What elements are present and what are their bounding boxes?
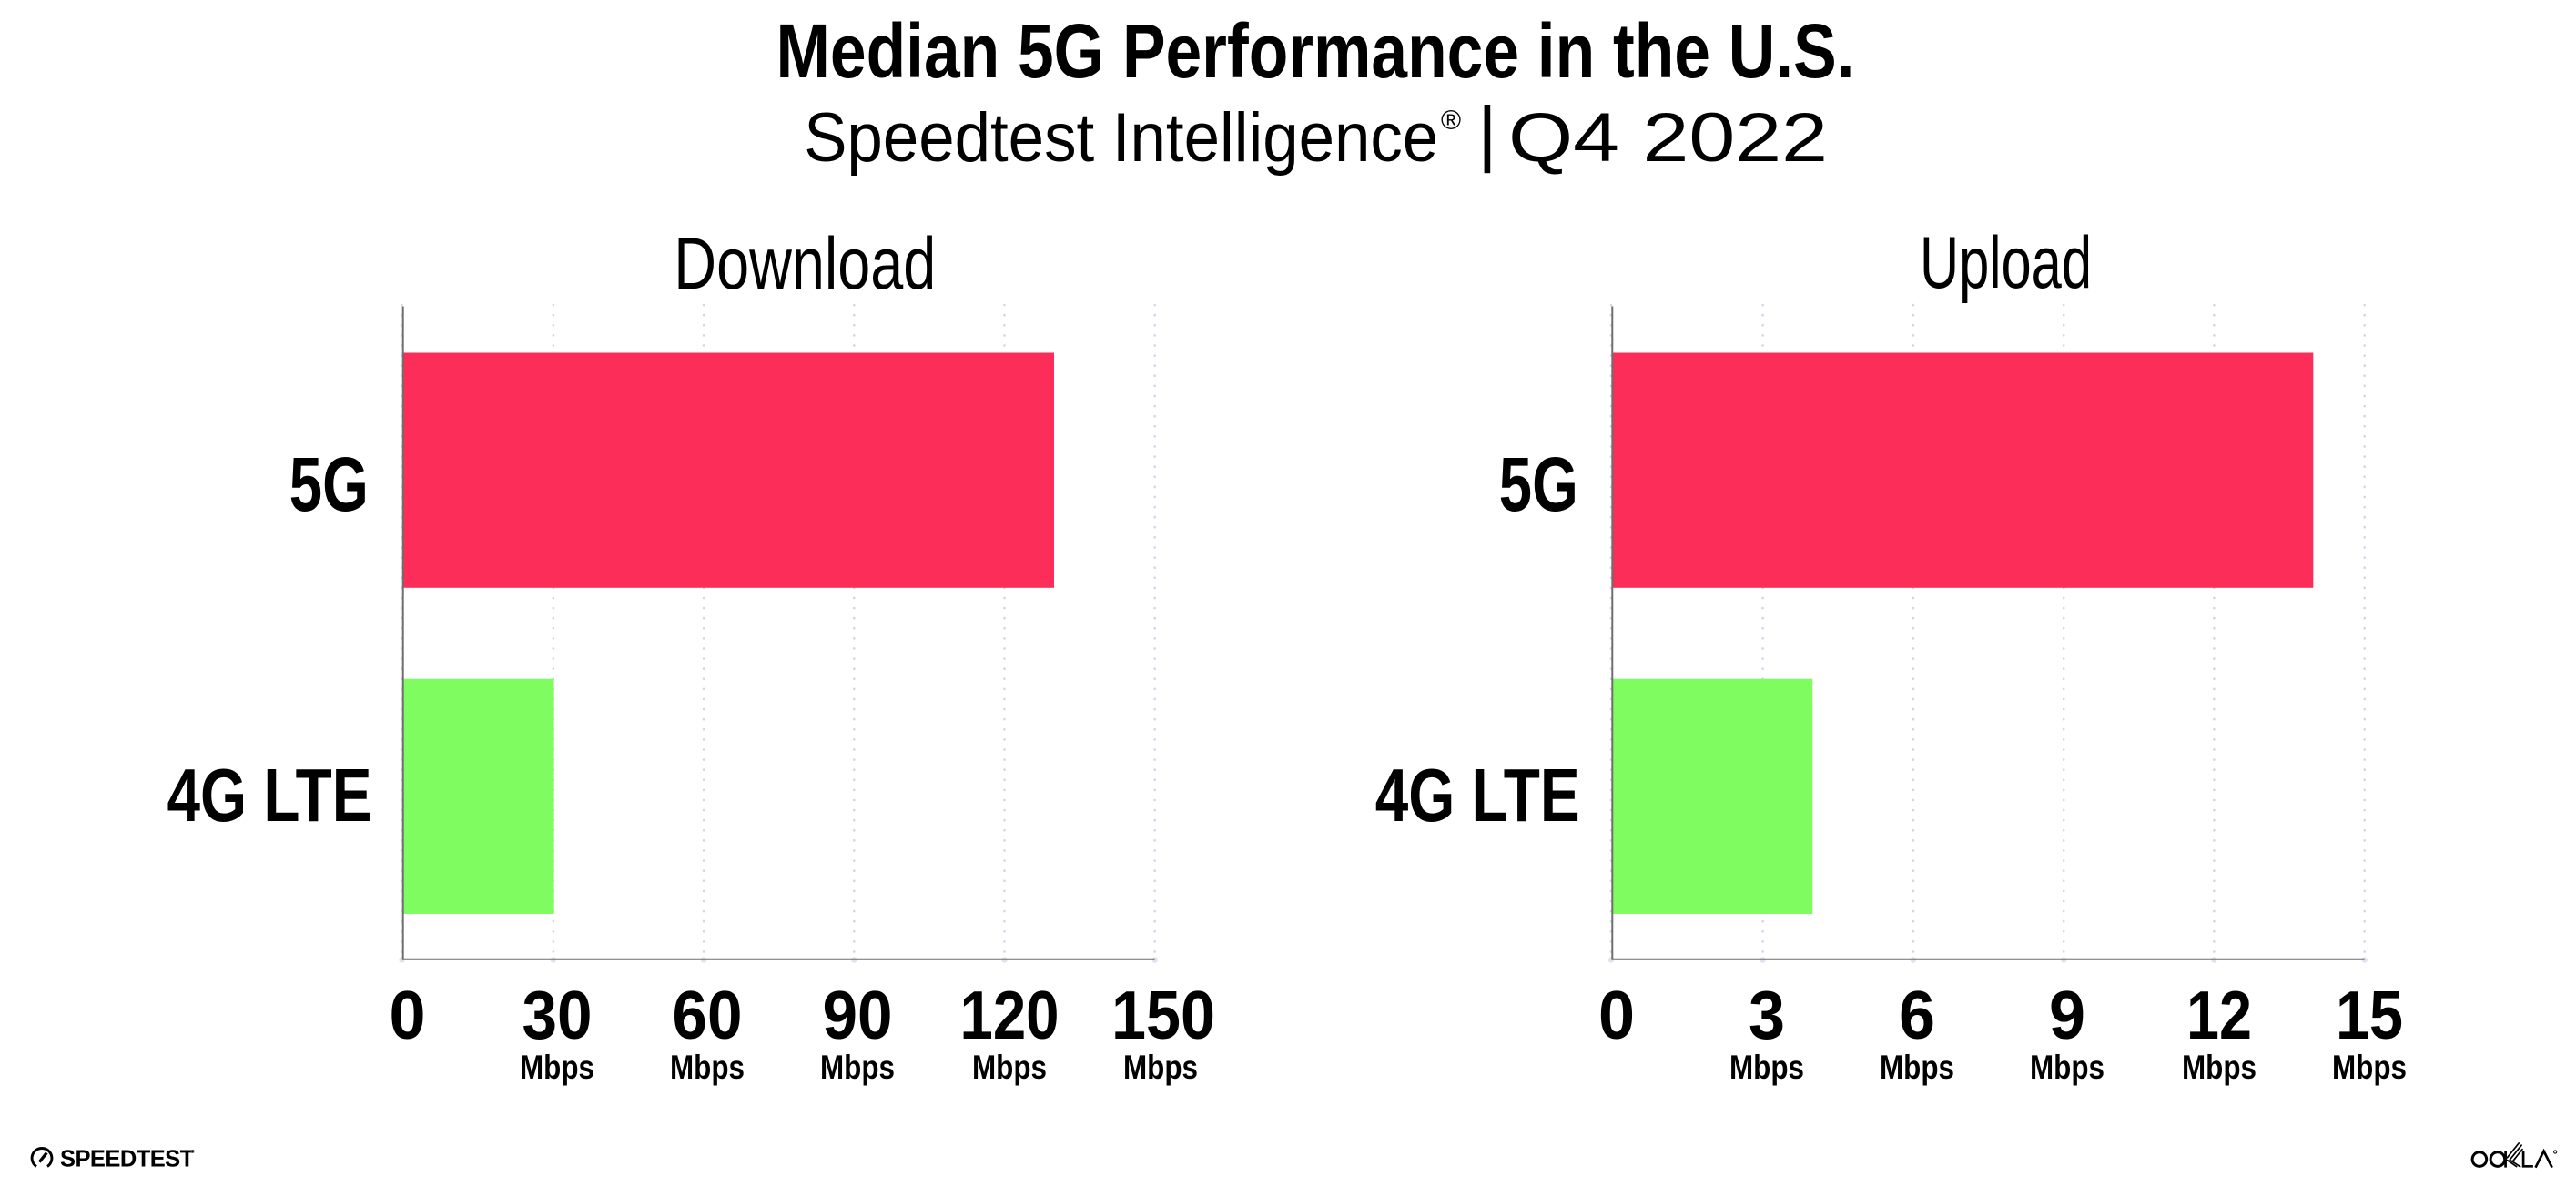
svg-text:Mbps: Mbps [670,1049,745,1086]
svg-text:Download: Download [674,223,936,305]
svg-text:6: 6 [1899,977,1935,1053]
svg-text:15: 15 [2336,977,2403,1053]
svg-text:120: 120 [960,977,1060,1053]
svg-text:5G: 5G [1499,441,1578,527]
svg-text:4G LTE: 4G LTE [1375,753,1580,837]
svg-text:Mbps: Mbps [1880,1049,1954,1086]
svg-text:5G: 5G [289,441,369,527]
svg-text:30: 30 [522,977,593,1053]
svg-text:Median 5G Performance in the U: Median 5G Performance in the U.S. [776,8,1855,94]
svg-text:9: 9 [2049,977,2085,1053]
svg-text:0: 0 [1598,977,1635,1053]
svg-text:Mbps: Mbps [2332,1049,2407,1086]
svg-text:0: 0 [390,977,426,1053]
svg-text:®: ® [1441,106,1461,136]
svg-text:Mbps: Mbps [820,1049,895,1086]
svg-text:Mbps: Mbps [1729,1049,1804,1086]
svg-text:Mbps: Mbps [520,1049,594,1086]
svg-text:4G LTE: 4G LTE [167,753,372,837]
svg-text:Mbps: Mbps [972,1049,1047,1086]
svg-text:150: 150 [1111,977,1215,1053]
svg-text:3: 3 [1749,977,1785,1053]
svg-text:90: 90 [823,977,893,1053]
svg-text:SPEEDTEST: SPEEDTEST [60,1146,195,1172]
svg-text:12: 12 [2186,977,2252,1053]
svg-text:Mbps: Mbps [1123,1049,1198,1086]
svg-text:Q4 2022: Q4 2022 [1508,99,1828,177]
svg-text:Upload: Upload [1920,222,2092,304]
svg-text:60: 60 [673,977,743,1053]
svg-text:Speedtest Intelligence: Speedtest Intelligence [804,99,1438,177]
svg-text:Mbps: Mbps [2030,1049,2104,1086]
svg-text:Mbps: Mbps [2182,1049,2257,1086]
